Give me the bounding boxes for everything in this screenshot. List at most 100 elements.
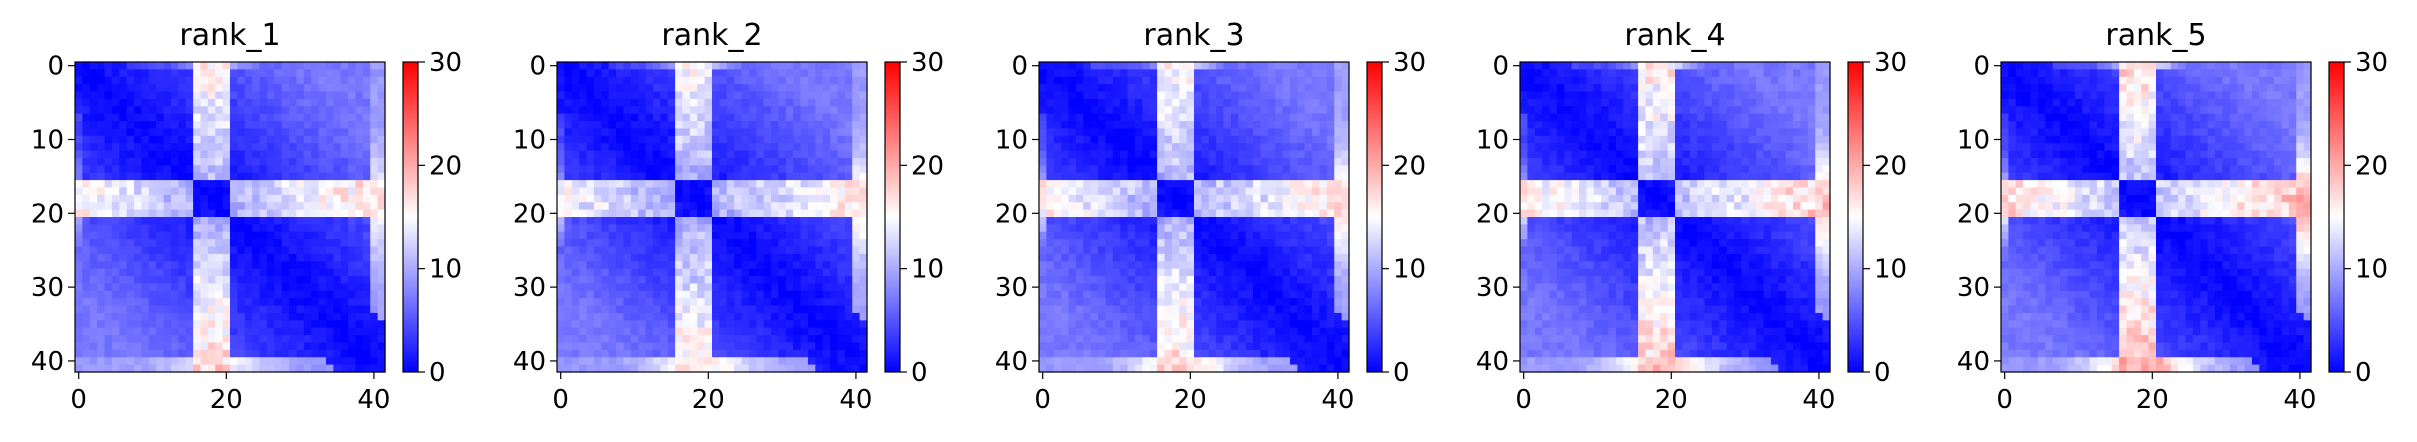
heatmap-cell [668,247,676,255]
heatmap-cell [200,151,208,159]
heatmap-cell [845,158,853,166]
heatmap-cell [719,136,727,144]
heatmap-cell [1334,69,1342,77]
heatmap-cell [631,62,639,70]
heatmap-cell [1076,173,1084,181]
heatmap-cell [82,69,90,77]
heatmap-cell [341,224,349,232]
heatmap-cell [267,254,275,262]
heatmap-cell [764,239,772,247]
heatmap-cell [200,350,208,358]
heatmap-cell [764,158,772,166]
heatmap-cell [1216,269,1224,277]
heatmap-cell [727,335,735,343]
heatmap-cell [690,276,698,284]
heatmap-cell [141,247,149,255]
heatmap-cell [319,92,327,100]
heatmap-cell [1312,202,1320,210]
heatmap-cell [623,232,631,240]
heatmap-cell [660,187,668,195]
heatmap-cell [845,298,853,306]
heatmap-cell [557,239,565,247]
heatmap-cell [631,143,639,151]
heatmap-cell [1231,247,1239,255]
heatmap-cell [1046,114,1054,122]
heatmap-cell [771,261,779,269]
heatmap-cell [1209,121,1217,129]
heatmap-cell [1231,202,1239,210]
heatmap-cell [1216,291,1224,299]
heatmap-cell [631,121,639,129]
heatmap-cell [237,254,245,262]
heatmap-cell [1076,247,1084,255]
heatmap-cell [1039,217,1047,225]
heatmap-cell [690,232,698,240]
heatmap-cell [837,99,845,107]
heatmap-cell [304,342,312,350]
heatmap-cell [1238,210,1246,218]
heatmap-cell [1319,151,1327,159]
heatmap-cell [1327,283,1335,291]
heatmap-cell [579,269,587,277]
heatmap-cell [579,158,587,166]
heatmap-cell [208,335,216,343]
heatmap-cell [778,320,786,328]
heatmap-cell [245,328,253,336]
heatmap-cell [1150,283,1158,291]
heatmap-cell [230,106,238,114]
heatmap-cell [1098,92,1106,100]
heatmap-cell [1319,173,1327,181]
heatmap-cell [778,165,786,173]
heatmap-cell [616,247,624,255]
heatmap-cell [793,313,801,321]
heatmap-cell [252,217,260,225]
heatmap-cell [348,84,356,92]
heatmap-cell [1319,239,1327,247]
heatmap-cell [311,84,319,92]
heatmap-cell [734,84,742,92]
heatmap-cell [97,143,105,151]
heatmap-cell [363,342,371,350]
heatmap-cell [675,328,683,336]
heatmap-cell [90,313,98,321]
heatmap-cell [749,173,757,181]
heatmap-cell [208,276,216,284]
heatmap-cell [178,247,186,255]
heatmap-cell [646,342,654,350]
heatmap-cell [1297,151,1305,159]
heatmap-cell [1120,173,1128,181]
heatmap-cell [609,84,617,92]
heatmap-cell [1290,173,1298,181]
heatmap-cell [1039,180,1047,188]
heatmap-cell [786,128,794,136]
heatmap-cell [830,239,838,247]
heatmap-cell [734,283,742,291]
heatmap-cell [749,128,757,136]
heatmap-cell [1283,92,1291,100]
heatmap-cell [1172,269,1180,277]
heatmap-cell [274,357,282,365]
heatmap-cell [572,224,580,232]
heatmap-cell [119,106,127,114]
heatmap-cell [1305,99,1313,107]
heatmap-cell [282,224,290,232]
heatmap-cell [1260,180,1268,188]
heatmap-cell [282,195,290,203]
heatmap-cell [97,306,105,314]
heatmap-cell [852,106,860,114]
heatmap-cell [370,313,378,321]
heatmap-cell [557,187,565,195]
heatmap-cell [341,202,349,210]
heatmap-cell [1187,283,1195,291]
heatmap-cell [682,195,690,203]
heatmap-cell [719,283,727,291]
heatmap-cell [1246,283,1254,291]
heatmap-cell [1297,128,1305,136]
heatmap-cell [1091,158,1099,166]
heatmap-cell [623,187,631,195]
heatmap-cell [638,328,646,336]
heatmap-cell [127,106,135,114]
heatmap-cell [1201,136,1209,144]
heatmap-cell [112,99,120,107]
heatmap-cell [1083,210,1091,218]
